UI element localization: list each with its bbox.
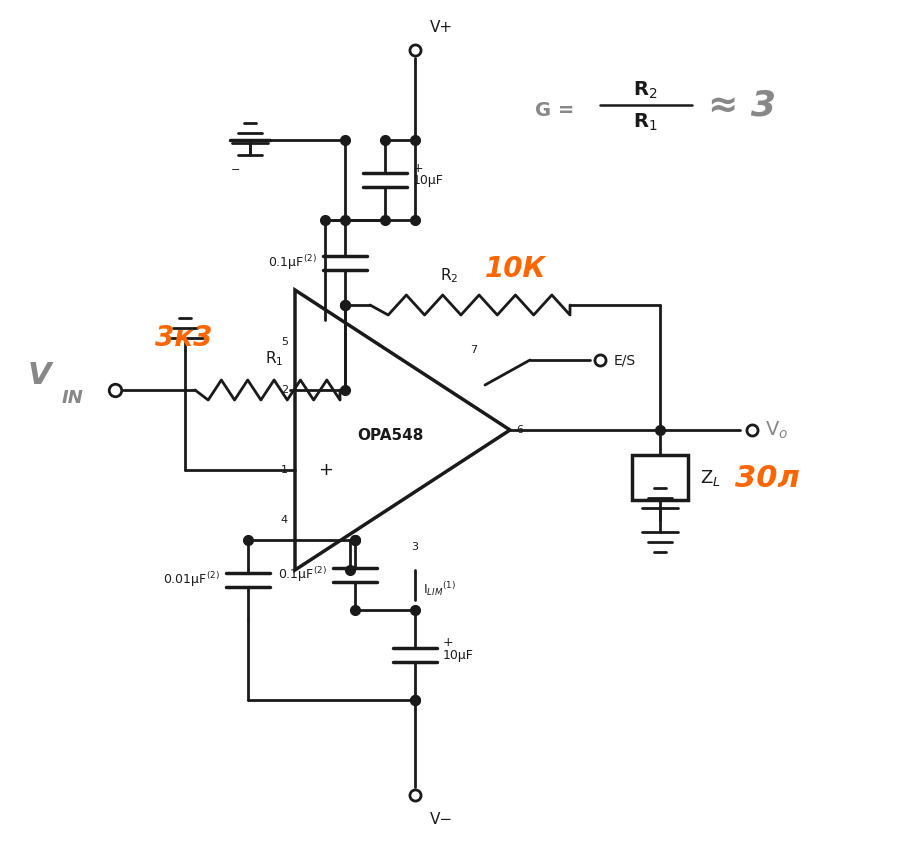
Text: 0.1µF$^{(2)}$: 0.1µF$^{(2)}$	[268, 253, 317, 272]
Text: 30л: 30л	[735, 463, 800, 492]
Text: 3к3: 3к3	[155, 324, 212, 352]
Text: ≈ 3: ≈ 3	[708, 88, 776, 122]
Text: V+: V+	[430, 20, 453, 35]
Text: +: +	[413, 162, 424, 174]
Text: V: V	[28, 360, 51, 389]
Text: 4: 4	[281, 515, 288, 525]
Text: V−: V−	[430, 812, 453, 827]
Text: 10К: 10К	[485, 255, 546, 283]
Text: G =: G =	[535, 100, 581, 120]
Text: 0.01µF$^{(2)}$: 0.01µF$^{(2)}$	[163, 570, 220, 589]
Text: R$_2$: R$_2$	[440, 266, 458, 285]
Text: −: −	[318, 381, 334, 400]
Text: +: +	[443, 637, 454, 649]
Text: R$_2$: R$_2$	[633, 79, 657, 100]
Text: +: +	[318, 461, 333, 479]
Text: 10µF: 10µF	[443, 649, 474, 661]
Text: 3: 3	[412, 542, 418, 552]
Text: 6: 6	[516, 425, 523, 435]
Text: 7: 7	[470, 345, 477, 355]
Text: I$_{LIM}$$^{(1)}$: I$_{LIM}$$^{(1)}$	[423, 580, 456, 598]
Text: V$_o$: V$_o$	[765, 419, 788, 440]
Text: OPA548: OPA548	[357, 428, 423, 443]
Text: 10µF: 10µF	[413, 173, 444, 186]
Text: R$_1$: R$_1$	[632, 111, 657, 133]
Text: R$_1$: R$_1$	[265, 349, 284, 368]
Text: E/S: E/S	[614, 353, 636, 367]
Text: 5: 5	[281, 337, 288, 347]
Text: IN: IN	[62, 389, 84, 407]
Bar	[632, 455, 688, 500]
Text: −: −	[231, 165, 241, 175]
Text: 0.1µF$^{(2)}$: 0.1µF$^{(2)}$	[278, 565, 327, 585]
Text: Z$_L$: Z$_L$	[700, 468, 721, 488]
Text: 2: 2	[281, 385, 288, 395]
Text: 1: 1	[281, 465, 288, 475]
